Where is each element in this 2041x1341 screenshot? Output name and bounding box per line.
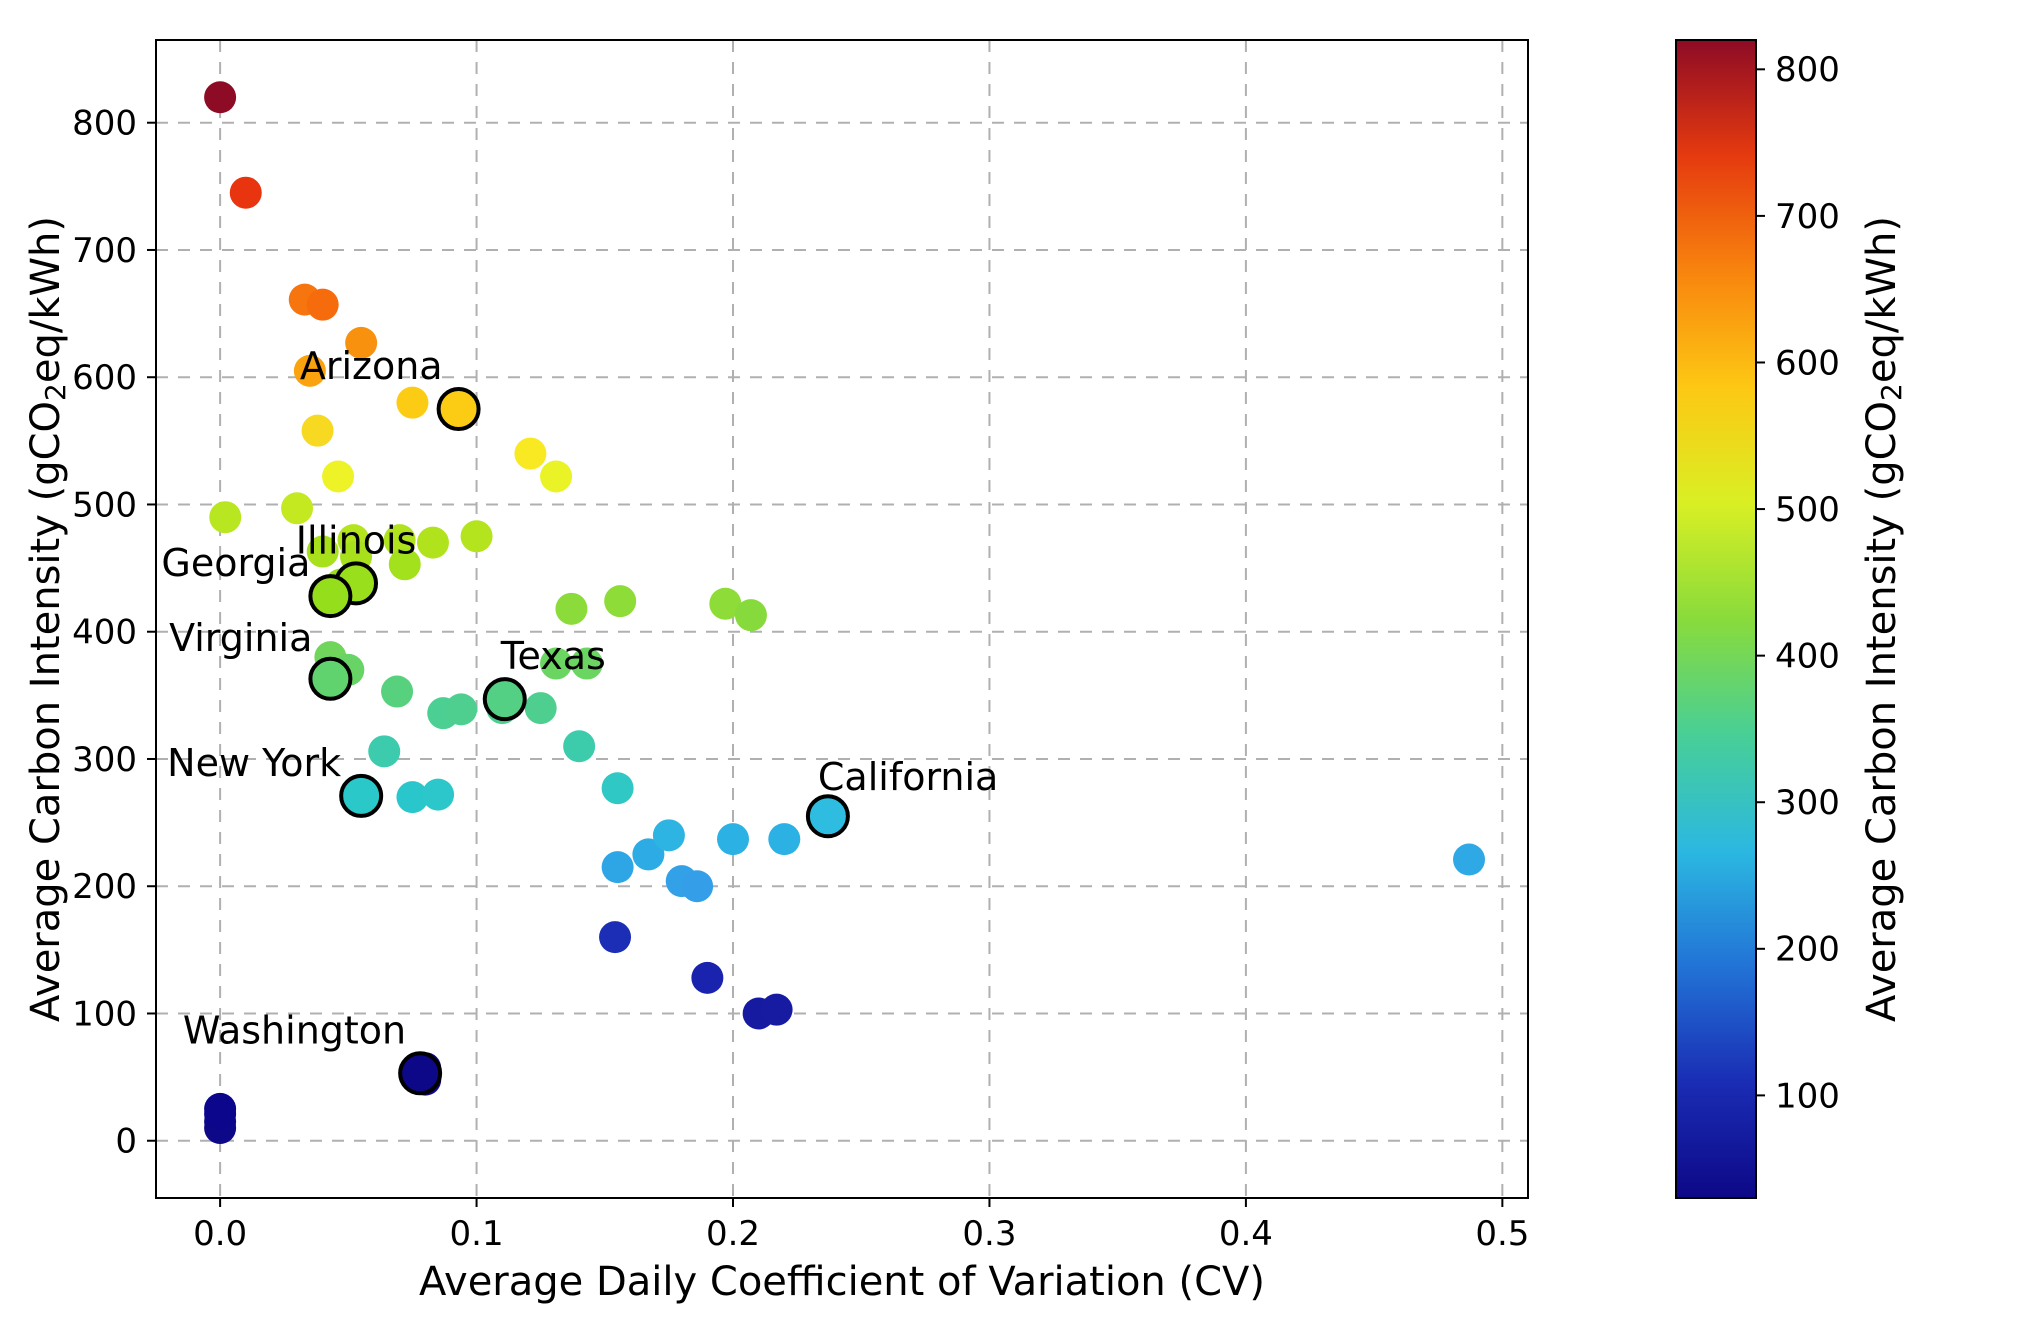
scatter-point bbox=[653, 819, 685, 851]
y-tick-label: 500 bbox=[72, 485, 137, 525]
scatter-point bbox=[204, 81, 236, 113]
colorbar-tick-label: 500 bbox=[1775, 490, 1840, 530]
scatter-point bbox=[761, 994, 793, 1026]
scatter-point bbox=[602, 851, 634, 883]
x-tick-label: 0.5 bbox=[1475, 1214, 1529, 1254]
scatter-point bbox=[230, 177, 262, 209]
x-tick-label: 0.2 bbox=[706, 1214, 760, 1254]
scatter-point bbox=[445, 693, 477, 725]
point-label: California bbox=[818, 755, 998, 799]
highlighted-point bbox=[400, 1053, 440, 1093]
scatter-point bbox=[525, 692, 557, 724]
y-tick-label: 600 bbox=[72, 358, 137, 398]
scatter-point bbox=[1453, 844, 1485, 876]
y-tick-label: 0 bbox=[115, 1122, 137, 1162]
x-axis-label: Average Daily Coefficient of Variation (… bbox=[419, 1259, 1265, 1305]
colorbar-tick-label: 200 bbox=[1775, 930, 1840, 970]
scatter-point bbox=[717, 823, 749, 855]
y-tick-label: 200 bbox=[72, 867, 137, 907]
scatter-point bbox=[381, 676, 413, 708]
point-label: Washington bbox=[183, 1008, 406, 1052]
point-label: New York bbox=[167, 741, 341, 785]
colorbar-tick-label: 700 bbox=[1775, 197, 1840, 237]
chart-container: 0.0 0.1 0.2 0.3 0.4 0.5 0 100 200 300 400 500 600 700… bbox=[0, 0, 2041, 1341]
highlighted-point bbox=[341, 776, 381, 816]
scatter-point bbox=[368, 735, 400, 767]
scatter-point bbox=[599, 921, 631, 953]
scatter-point bbox=[396, 387, 428, 419]
scatter-point bbox=[417, 527, 449, 559]
point-label: Texas bbox=[500, 634, 606, 678]
highlighted-point bbox=[310, 659, 350, 699]
highlighted-point bbox=[439, 389, 479, 429]
scatter-point bbox=[461, 520, 493, 552]
y-tick-label: 400 bbox=[72, 613, 137, 653]
y-tick-label: 700 bbox=[72, 231, 137, 271]
scatter-point bbox=[681, 870, 713, 902]
scatter-chart: 0.0 0.1 0.2 0.3 0.4 0.5 0 100 200 300 400 500 600 700… bbox=[0, 0, 2041, 1341]
scatter-point bbox=[514, 438, 546, 470]
scatter-point bbox=[322, 460, 354, 492]
scatter-point bbox=[204, 1098, 236, 1130]
point-label: Virginia bbox=[169, 616, 312, 660]
scatter-point bbox=[563, 730, 595, 762]
scatter-point bbox=[768, 823, 800, 855]
scatter-point bbox=[735, 599, 767, 631]
point-label: Arizona bbox=[300, 344, 443, 388]
scatter-point bbox=[307, 289, 339, 321]
scatter-point bbox=[302, 415, 334, 447]
scatter-point bbox=[602, 772, 634, 804]
colorbar-tick-label: 100 bbox=[1775, 1076, 1840, 1116]
colorbar-label: Average Carbon Intensity (gCO2eq/kWh) bbox=[1859, 216, 1908, 1022]
y-tick-label: 300 bbox=[72, 740, 137, 780]
x-tick-label: 0.1 bbox=[450, 1214, 504, 1254]
colorbar-tick-label: 300 bbox=[1775, 783, 1840, 823]
colorbar-tick-label: 800 bbox=[1775, 50, 1840, 90]
point-label: Georgia bbox=[161, 541, 310, 585]
y-tick-label: 100 bbox=[72, 994, 137, 1034]
scatter-point bbox=[422, 779, 454, 811]
highlighted-point bbox=[808, 796, 848, 836]
colorbar bbox=[1676, 40, 1756, 1198]
x-tick-label: 0.0 bbox=[193, 1214, 247, 1254]
scatter-point bbox=[691, 962, 723, 994]
colorbar-tick-label: 400 bbox=[1775, 637, 1840, 677]
colorbar-tick-label: 600 bbox=[1775, 343, 1840, 383]
point-label: Illinois bbox=[296, 518, 417, 562]
scatter-point bbox=[540, 460, 572, 492]
highlighted-point bbox=[310, 576, 350, 616]
highlighted-point bbox=[485, 679, 525, 719]
scatter-point bbox=[555, 593, 587, 625]
y-tick-label: 800 bbox=[72, 104, 137, 144]
x-tick-label: 0.4 bbox=[1219, 1214, 1273, 1254]
scatter-point bbox=[209, 501, 241, 533]
scatter-point bbox=[604, 585, 636, 617]
y-axis-label: Average Carbon Intensity (gCO2eq/kWh) bbox=[23, 216, 72, 1022]
x-tick-label: 0.3 bbox=[962, 1214, 1016, 1254]
